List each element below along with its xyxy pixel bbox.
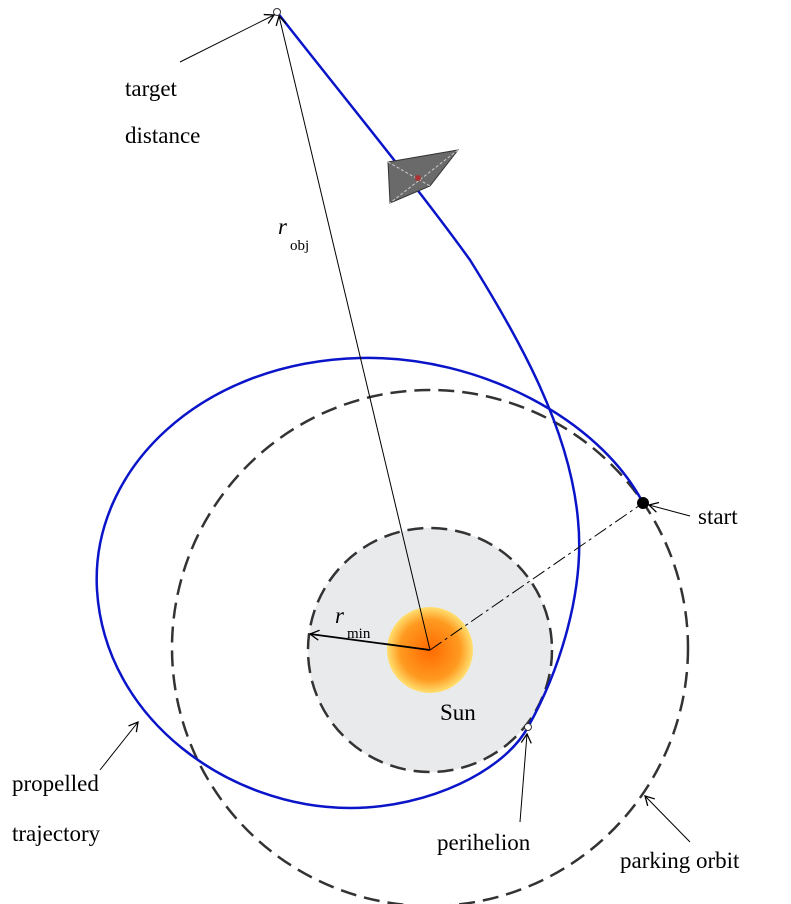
solar-sail: [387, 149, 460, 204]
target-point: [273, 8, 281, 16]
perihelion-arrow: [519, 732, 532, 823]
label: Sun: [440, 700, 476, 725]
start-arrow: [647, 501, 691, 517]
parking-orbit: [170, 388, 690, 904]
start-line: [429, 502, 644, 651]
label: target: [125, 76, 178, 101]
label: perihelion: [437, 830, 531, 855]
label: trajectory: [12, 821, 101, 846]
label-sub: obj: [290, 238, 309, 254]
label: start: [698, 504, 738, 529]
label-sub: min: [347, 626, 371, 642]
label: distance: [125, 123, 200, 148]
propelled-arrow: [99, 720, 139, 771]
r-min-arrow: [308, 629, 431, 651]
start-point: [637, 497, 649, 509]
label: propelled: [12, 771, 99, 796]
target-arrow: [179, 13, 276, 63]
perihelion-point: [524, 723, 532, 731]
r-obj-line: [275, 14, 431, 651]
parking-arrow: [644, 795, 691, 843]
label: r: [278, 214, 288, 239]
label: parking orbit: [620, 848, 740, 873]
label: r: [335, 603, 345, 628]
propelled-trajectory: [95, 11, 645, 810]
